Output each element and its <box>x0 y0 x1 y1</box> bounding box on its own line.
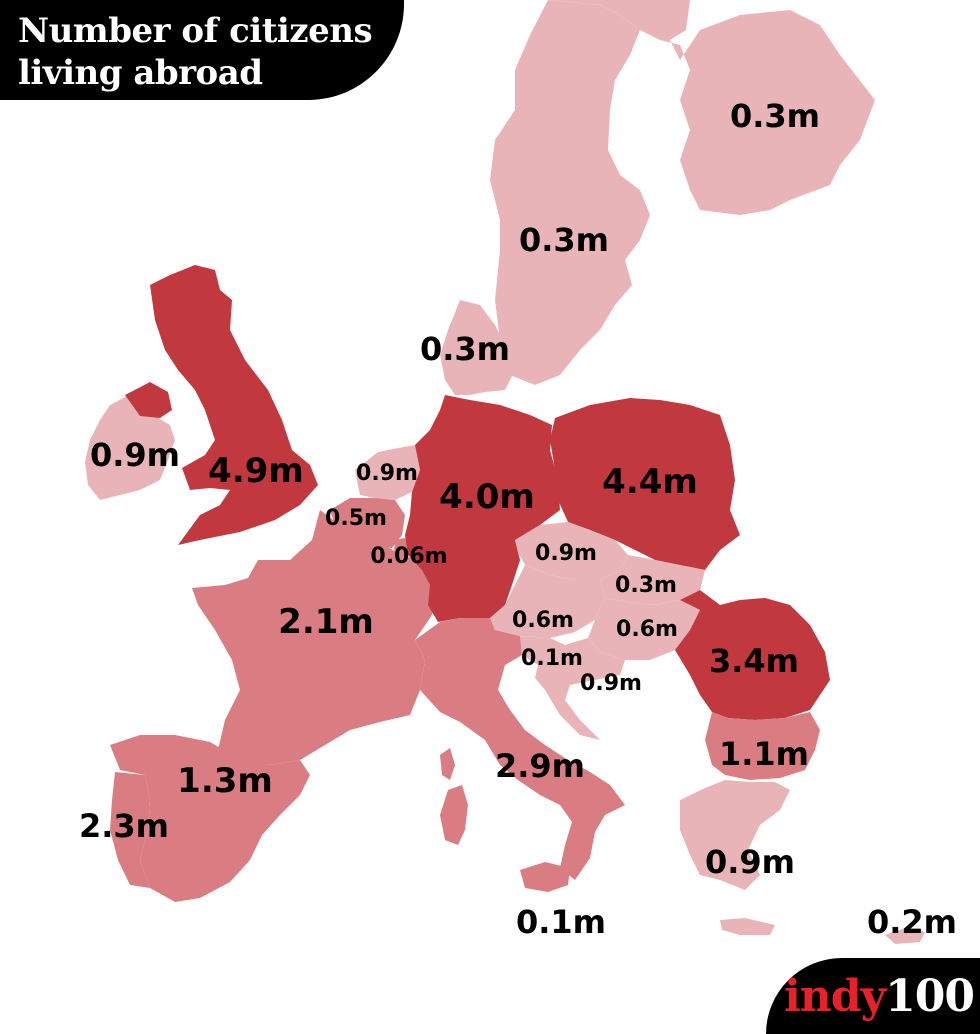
logo-badge: indy100 <box>766 958 980 1034</box>
label-slovenia: 0.1m <box>521 646 583 671</box>
label-portugal: 2.3m <box>79 807 169 845</box>
label-sweden: 0.3m <box>519 221 609 259</box>
label-poland: 4.4m <box>602 462 698 502</box>
label-austria: 0.6m <box>512 608 574 633</box>
country-slovenia <box>520 636 565 665</box>
label-belgium: 0.5m <box>325 506 387 531</box>
country-luxembourg <box>394 538 410 558</box>
label-malta: 0.1m <box>516 903 606 941</box>
country-cyprus <box>885 928 925 944</box>
label-hungary: 0.6m <box>616 617 678 642</box>
indy100-logo: indy100 <box>784 971 975 1022</box>
label-slovakia: 0.3m <box>615 573 677 598</box>
country-netherlands <box>355 445 420 500</box>
country-bulgaria <box>705 712 820 780</box>
label-cyprus: 0.2m <box>867 903 957 941</box>
country-hungary <box>588 598 700 660</box>
label-greece: 0.9m <box>705 843 795 881</box>
label-spain: 1.3m <box>177 761 273 801</box>
country-france <box>192 510 440 765</box>
label-luxembourg: 0.06m <box>370 544 447 569</box>
logo-text-indy: indy <box>784 971 886 1022</box>
country-ireland <box>85 392 175 500</box>
country-italy <box>415 618 625 892</box>
country-slovakia <box>600 555 705 605</box>
label-france: 2.1m <box>278 602 374 642</box>
country-romania <box>675 590 830 720</box>
country-spain <box>110 735 310 902</box>
label-czechia: 0.9m <box>535 541 597 566</box>
label-romania: 3.4m <box>709 642 799 680</box>
label-ireland: 0.9m <box>90 436 180 474</box>
country-croatia <box>535 638 625 740</box>
country-finland <box>548 0 875 215</box>
label-germany: 4.0m <box>439 477 535 517</box>
label-united-kingdom: 4.9m <box>208 451 304 491</box>
label-netherlands: 0.9m <box>356 461 418 486</box>
country-greece <box>680 780 790 935</box>
map-title: Number of citizens living abroad <box>18 11 373 93</box>
country-denmark <box>440 300 515 395</box>
label-denmark: 0.3m <box>420 330 510 368</box>
label-bulgaria: 1.1m <box>719 735 809 773</box>
country-germany <box>405 395 560 622</box>
label-croatia: 0.9m <box>580 671 642 696</box>
label-italy: 2.9m <box>495 747 585 785</box>
country-czechia <box>515 522 628 580</box>
label-finland: 0.3m <box>730 97 820 135</box>
title-banner: Number of citizens living abroad <box>0 0 404 100</box>
island-sardinia <box>440 785 468 845</box>
country-poland <box>550 398 740 570</box>
country-austria <box>490 565 605 638</box>
country-belgium <box>330 498 405 548</box>
country-united-kingdom <box>125 265 318 545</box>
country-portugal <box>110 772 150 888</box>
island-corsica <box>440 748 455 780</box>
logo-text-100: 100 <box>885 971 975 1022</box>
country-sweden <box>490 0 650 385</box>
